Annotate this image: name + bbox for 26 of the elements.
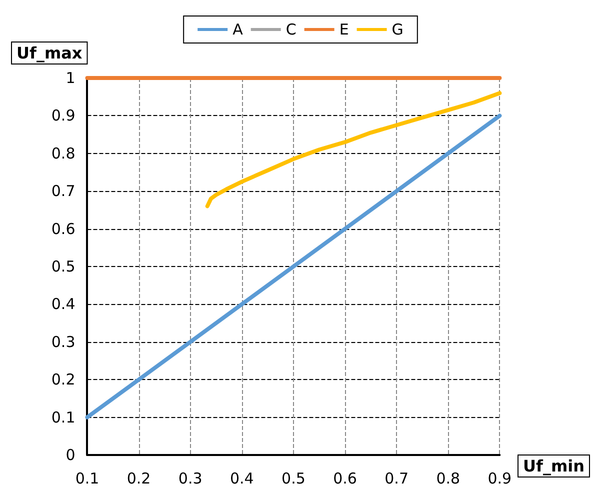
legend-label: G <box>392 20 404 38</box>
x-tick-label: 0.4 <box>230 470 254 488</box>
y-tick-label: 0.7 <box>51 182 76 200</box>
y-axis-title: Uf_max <box>16 44 83 62</box>
y-tick-label: 0.3 <box>51 332 76 351</box>
x-tick-label: 0.5 <box>282 470 306 488</box>
x-tick-label: 0.7 <box>384 470 408 488</box>
y-tick-label: 0.5 <box>51 258 76 276</box>
y-tick-label: 0 <box>66 446 76 464</box>
legend-label: A <box>232 20 244 38</box>
y-tick-label: 0.9 <box>51 106 76 125</box>
y-tick-label: 0.1 <box>51 408 76 426</box>
legend-label: C <box>286 20 296 38</box>
x-axis-title: Uf_min <box>523 456 584 476</box>
y-tick-label: 0.2 <box>51 370 76 389</box>
x-tick-label: 0.6 <box>333 470 357 488</box>
line-series <box>205 91 502 208</box>
x-tick-label: 0.9 <box>488 470 512 488</box>
y-tick-label: 0.8 <box>51 144 76 162</box>
y-tick-label: 0.6 <box>51 220 76 238</box>
y-tick-label: 1 <box>66 69 76 87</box>
x-tick-label: 0.8 <box>436 470 460 488</box>
x-tick-label: 0.3 <box>178 470 202 488</box>
legend-label: E <box>339 20 349 38</box>
x-tick-label: 0.2 <box>126 470 151 488</box>
y-tick-label: 0.4 <box>51 295 76 314</box>
